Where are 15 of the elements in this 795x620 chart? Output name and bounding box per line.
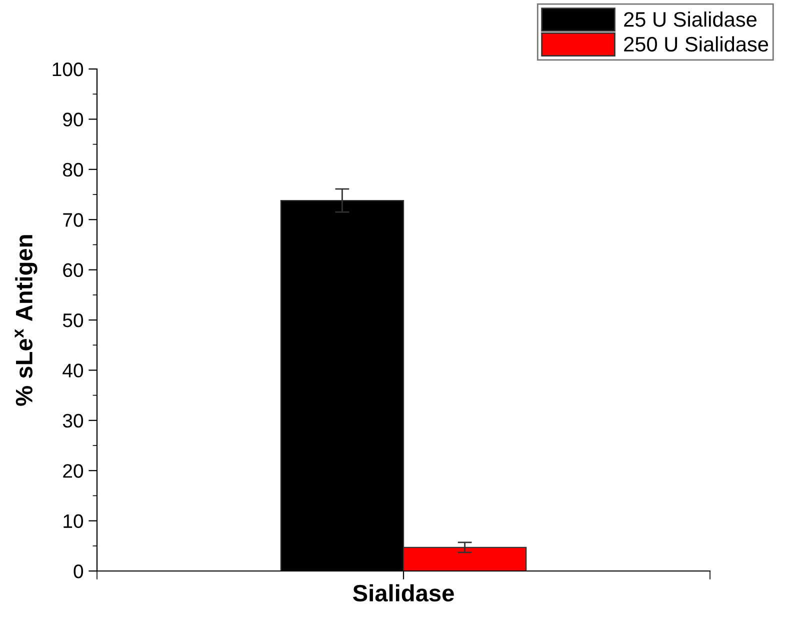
y-tick-label: 40 (62, 364, 84, 378)
y-tick-label: 0 (74, 564, 84, 578)
y-tick-label: 10 (64, 514, 84, 528)
x-tick-label: Sialidase (352, 584, 454, 602)
y-axis-title: % sLe$^{x}$ Antigen (14, 235, 38, 406)
y-tick-label: 70 (63, 213, 84, 227)
y-tick-label: 60 (63, 263, 84, 278)
y-tick-label: 90 (63, 112, 84, 126)
legend-label: 250 U Sialidase (624, 36, 768, 52)
y-tick-label: 50 (62, 313, 84, 328)
y-tick-label: 20 (63, 464, 84, 478)
y-tick-label: 80 (63, 162, 84, 177)
legend-label: 25 U Sialidase (624, 12, 756, 27)
y-tick-label: 30 (62, 414, 84, 428)
y-tick-label: 100 (52, 62, 84, 76)
